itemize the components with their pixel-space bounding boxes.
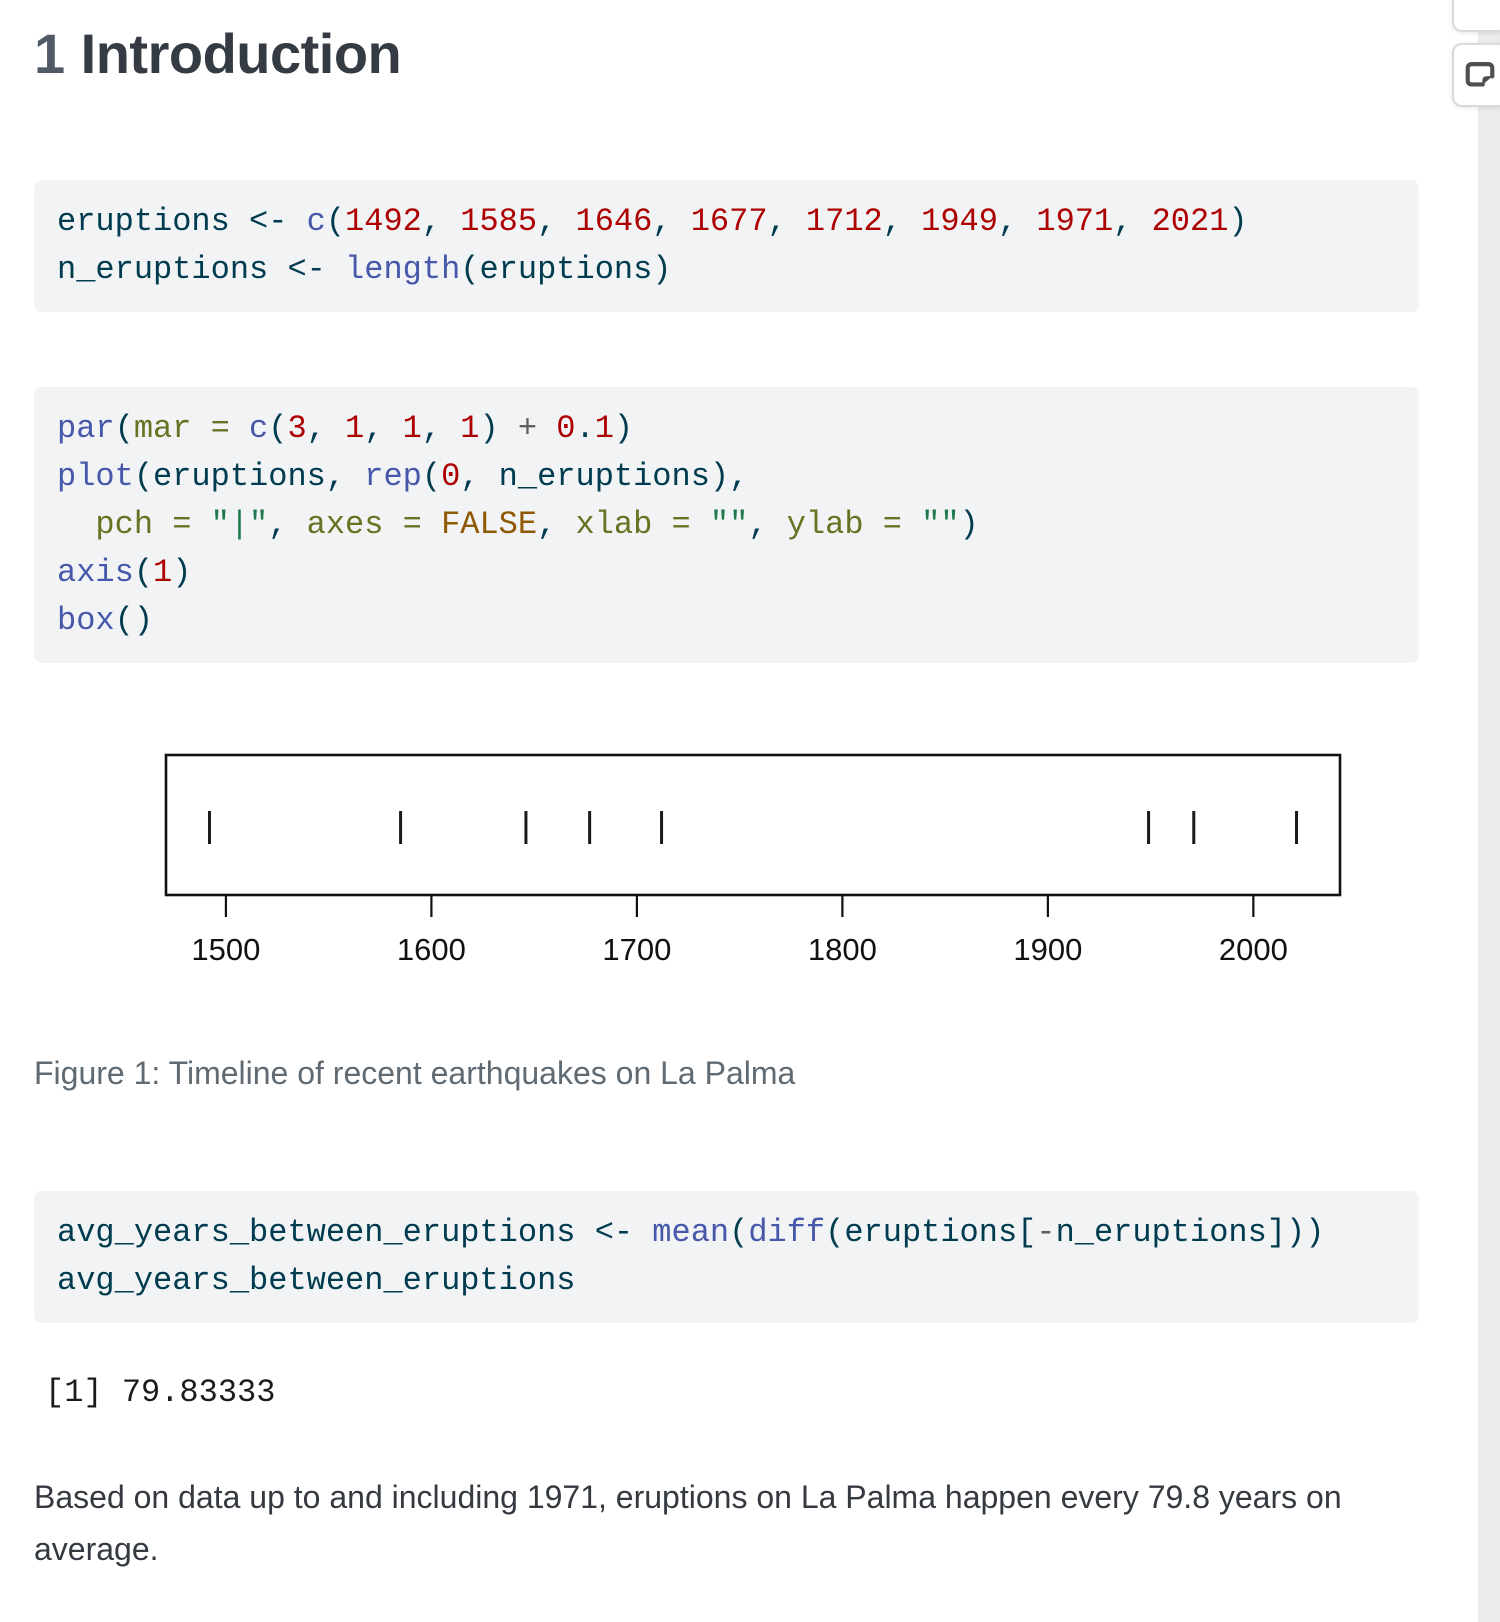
x-tick-label: 1500 xyxy=(191,932,260,967)
section-heading: 1 Introduction xyxy=(34,22,1419,86)
code-cell-eruptions: eruptions <- c(1492, 1585, 1646, 1677, 1… xyxy=(34,180,1419,313)
x-tick-label: 1800 xyxy=(808,932,877,967)
code-line: box() xyxy=(57,602,154,640)
x-tick-label: 2000 xyxy=(1219,932,1288,967)
code-line: plot(eruptions, rep(0, n_eruptions), xyxy=(57,458,749,496)
x-tick-label: 1600 xyxy=(397,932,466,967)
code-line: axis(1) xyxy=(57,554,192,592)
x-tick-label: 1900 xyxy=(1013,932,1082,967)
x-tick-label: 1700 xyxy=(602,932,671,967)
timeline-plot: 1500 1600 1700 1800 1900 2000 xyxy=(164,754,1342,967)
code-line: avg_years_between_eruptions <- mean(diff… xyxy=(57,1214,1325,1252)
code-line: n_eruptions <- length(eruptions) xyxy=(57,251,672,289)
code-cell-plot: par(mar = c(3, 1, 1, 1) + 0.1) plot(erupt… xyxy=(34,387,1419,664)
code-line: avg_years_between_eruptions xyxy=(57,1262,576,1300)
section-title: Introduction xyxy=(80,22,402,85)
section-number: 1 xyxy=(34,22,65,85)
code-line: eruptions <- c(1492, 1585, 1646, 1677, 1… xyxy=(57,203,1248,241)
plot-frame-box xyxy=(164,754,1342,897)
page-note-button[interactable] xyxy=(1452,43,1500,107)
body-paragraph: Based on data up to and including 1971, … xyxy=(34,1479,1342,1568)
figure-caption: Figure 1: Timeline of recent earthquakes… xyxy=(34,1055,796,1092)
code-output: [1] 79.83333 xyxy=(45,1374,276,1412)
annotation-sidebar-strip xyxy=(1478,22,1500,1622)
code-line: par(mar = c(3, 1, 1, 1) + 0.1) xyxy=(57,410,634,448)
figure-1: 1500 1600 1700 1800 1900 2000 Figure 1: Timel… xyxy=(34,739,1419,1097)
sidebar-toggle-button[interactable] xyxy=(1452,0,1500,32)
annotation-toolbar xyxy=(1440,0,1500,222)
code-line: pch = "|", axes = FALSE, xlab = "", ylab… xyxy=(95,506,979,544)
document-content: 1 Introduction eruptions <- c(1492, 1585,… xyxy=(0,22,1419,1575)
code-cell-avg-years: avg_years_between_eruptions <- mean(diff… xyxy=(34,1191,1419,1324)
page-note-icon xyxy=(1465,62,1495,87)
